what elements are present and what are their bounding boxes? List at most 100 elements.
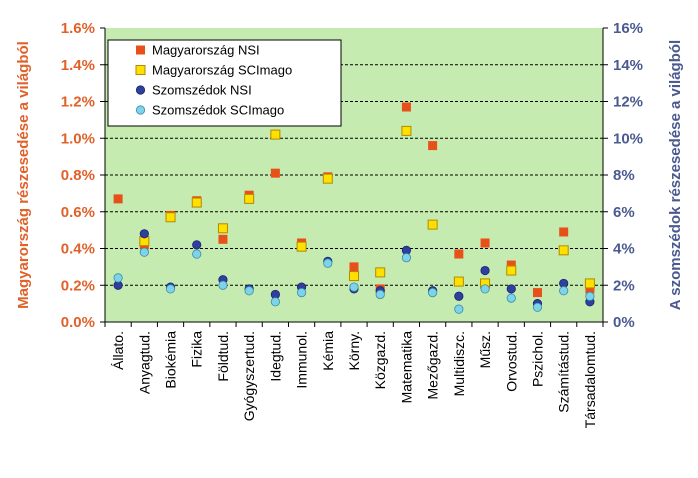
data-point xyxy=(217,223,228,234)
left-tick-label: 1.6% xyxy=(61,20,95,37)
y-axis-label-left: Magyarország részesedése a világból xyxy=(15,41,32,309)
data-point xyxy=(480,238,490,248)
right-tick-label: 0% xyxy=(613,314,635,331)
data-markers xyxy=(113,102,595,314)
left-tick-label: 0.6% xyxy=(61,204,95,221)
data-point xyxy=(218,234,228,244)
data-point xyxy=(480,284,490,294)
data-point xyxy=(218,280,228,290)
data-point xyxy=(401,125,412,136)
data-point xyxy=(139,247,149,257)
y-axis-label-right: A szomszédok részesedése a világból xyxy=(667,40,684,310)
data-point xyxy=(506,265,517,276)
right-tick-label: 12% xyxy=(613,94,643,111)
data-point xyxy=(375,289,385,300)
right-tick-label: 6% xyxy=(613,204,635,221)
data-point xyxy=(506,260,516,270)
data-point xyxy=(506,293,516,303)
data-point xyxy=(113,194,123,204)
data-point xyxy=(270,297,280,307)
legend-label: Magyarország NSI xyxy=(152,43,260,58)
data-point xyxy=(323,258,333,268)
data-point xyxy=(296,241,307,252)
data-point xyxy=(192,249,202,259)
data-point xyxy=(454,249,464,259)
data-point xyxy=(191,197,202,208)
legend-label: Magyarország SCImago xyxy=(152,63,292,78)
right-axis-ticks: 0% 2% 4% 6% 8% 10% 12% 14% 16% xyxy=(613,20,643,331)
data-point xyxy=(375,267,386,278)
data-point xyxy=(506,284,516,294)
right-tick-label: 10% xyxy=(613,130,643,147)
right-tick-label: 4% xyxy=(613,241,635,258)
category-label: Számítástud. xyxy=(556,331,572,413)
left-tick-label: 0.4% xyxy=(61,241,95,258)
category-label: Fizika xyxy=(189,331,205,368)
data-point xyxy=(270,129,281,140)
data-point xyxy=(244,193,255,204)
data-point xyxy=(559,286,569,296)
data-point xyxy=(349,262,359,272)
data-point xyxy=(453,276,464,287)
legend-marker xyxy=(135,105,146,115)
data-point xyxy=(165,284,176,294)
legend-label: Szomszédok NSI xyxy=(152,83,252,98)
left-tick-label: 0.8% xyxy=(61,167,95,184)
category-label: Anyagtud. xyxy=(136,331,152,394)
data-point xyxy=(139,229,149,239)
data-point xyxy=(585,291,595,301)
data-point xyxy=(244,286,254,296)
category-label: Kémia xyxy=(320,331,336,371)
data-point xyxy=(349,282,359,292)
right-tick-label: 14% xyxy=(613,57,643,74)
legend-label: Szomszédok SCImago xyxy=(152,103,284,118)
category-label: Orvostud. xyxy=(503,331,519,392)
right-tick-label: 2% xyxy=(613,277,635,294)
data-point xyxy=(454,304,464,314)
data-point xyxy=(427,219,438,230)
legend-marker xyxy=(135,85,146,95)
legend: Magyarország NSI Magyarország SCImago Szom… xyxy=(107,39,342,127)
left-tick-label: 0.0% xyxy=(61,314,95,331)
category-label: Matematika xyxy=(398,331,414,404)
right-tick-label: 16% xyxy=(613,20,643,37)
axes xyxy=(100,27,608,327)
data-point xyxy=(532,288,542,298)
left-axis-ticks: 0.0% 0.2% 0.4% 0.6% 0.8% 1.0% 1.2% 1.4% 1.6% xyxy=(61,20,95,331)
data-point xyxy=(428,141,438,151)
category-label: Immunol. xyxy=(294,331,310,389)
data-point xyxy=(165,212,176,223)
category-label: Multidiszc. xyxy=(451,331,467,396)
legend-marker xyxy=(136,45,145,55)
data-point xyxy=(401,253,412,263)
data-point xyxy=(480,265,490,276)
left-tick-label: 0.2% xyxy=(61,277,95,294)
legend-box xyxy=(107,39,342,127)
category-label: Állato. xyxy=(110,331,126,370)
category-label: Idegtud. xyxy=(267,331,283,382)
left-tick-label: 1.2% xyxy=(61,94,95,111)
data-point xyxy=(558,245,569,256)
data-point xyxy=(532,302,543,312)
category-label: Biokémia xyxy=(163,331,179,389)
category-label: Társadalomtud. xyxy=(582,331,598,428)
data-point xyxy=(270,168,280,178)
data-point xyxy=(559,227,569,237)
category-label: Pszichol. xyxy=(529,331,545,387)
category-labels: Állato. Anyagtud. Biokémia Fizika Földtud. Gy… xyxy=(110,331,598,428)
category-label: Műsz. xyxy=(477,331,493,368)
data-point xyxy=(192,240,202,250)
category-label: Mezőgazd. xyxy=(425,331,441,399)
data-point xyxy=(401,102,411,112)
data-point xyxy=(454,291,464,301)
data-point xyxy=(296,287,307,298)
data-point xyxy=(428,287,438,298)
category-label: Földtud. xyxy=(215,331,231,382)
data-point xyxy=(113,273,123,283)
data-point xyxy=(322,173,333,184)
data-point xyxy=(584,278,595,289)
data-point xyxy=(349,271,359,282)
left-tick-label: 1.0% xyxy=(61,130,95,147)
category-label: Körny. xyxy=(346,331,362,370)
